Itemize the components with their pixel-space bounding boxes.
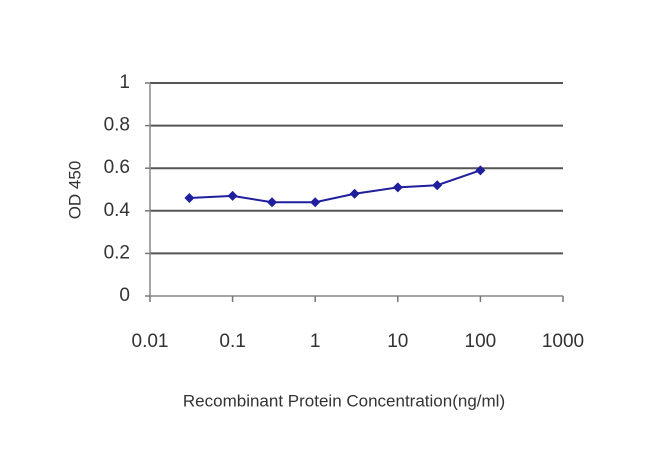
y-tick-label: 0 [119, 285, 130, 306]
x-axis-label: Recombinant Protein Concentration(ng/ml) [183, 391, 505, 410]
data-point [349, 188, 360, 199]
y-tick-label: 0.4 [104, 200, 131, 221]
series-line [189, 169, 481, 204]
x-tick-label: 10 [387, 331, 408, 352]
data-point [267, 197, 278, 208]
data-point [475, 165, 486, 176]
y-tick-label: 0.8 [104, 115, 130, 136]
y-tick-label: 1 [119, 72, 130, 93]
data-point [227, 190, 238, 201]
x-tick-label: 0.1 [219, 331, 245, 352]
data-point [310, 197, 321, 208]
data-point [392, 182, 403, 193]
y-tick-label: 0.6 [104, 157, 130, 178]
data-point [432, 180, 443, 191]
x-tick-label: 1000 [542, 331, 584, 352]
y-tick-label: 0.2 [104, 242, 130, 263]
x-tick-label: 1 [310, 331, 321, 352]
x-tick-label: 100 [465, 331, 497, 352]
x-tick-label: 0.01 [132, 331, 169, 352]
data-point [184, 193, 195, 204]
y-axis-label: OD 450 [65, 161, 84, 220]
